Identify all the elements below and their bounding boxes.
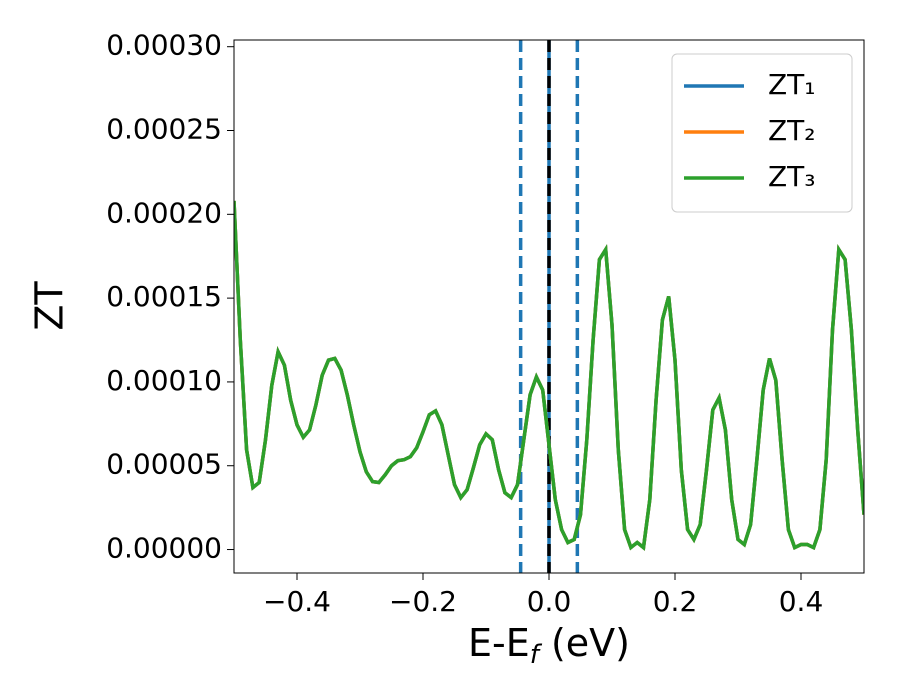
y-axis-label: ZT [28, 281, 72, 331]
y-tick-label: 0.00005 [106, 448, 222, 481]
y-tick-label: 0.00020 [106, 196, 222, 229]
y-tick-label: 0.00010 [106, 364, 222, 397]
y-tick-label: 0.00025 [106, 113, 222, 146]
x-tick-label: −0.2 [389, 585, 457, 618]
x-label-part: (eV) [539, 621, 630, 665]
y-tick-label: 0.00030 [106, 29, 222, 62]
x-tick-label: −0.4 [263, 585, 331, 618]
legend-label: ZT₂ [768, 114, 816, 147]
legend-label: ZT₃ [768, 160, 816, 193]
x-label-part: E-E [468, 621, 530, 665]
y-tick-label: 0.00000 [106, 532, 222, 565]
x-axis-label: E-Ef (eV) [468, 621, 630, 670]
plot-frame [233, 39, 865, 574]
y-tick-label: 0.00015 [106, 280, 222, 313]
legend-label: ZT₁ [768, 68, 816, 101]
series-line [234, 200, 864, 551]
x-tick-label: 0.0 [527, 585, 572, 618]
x-tick-label: 0.2 [653, 585, 698, 618]
x-tick-label: 0.4 [779, 585, 824, 618]
legend-box [671, 53, 853, 213]
